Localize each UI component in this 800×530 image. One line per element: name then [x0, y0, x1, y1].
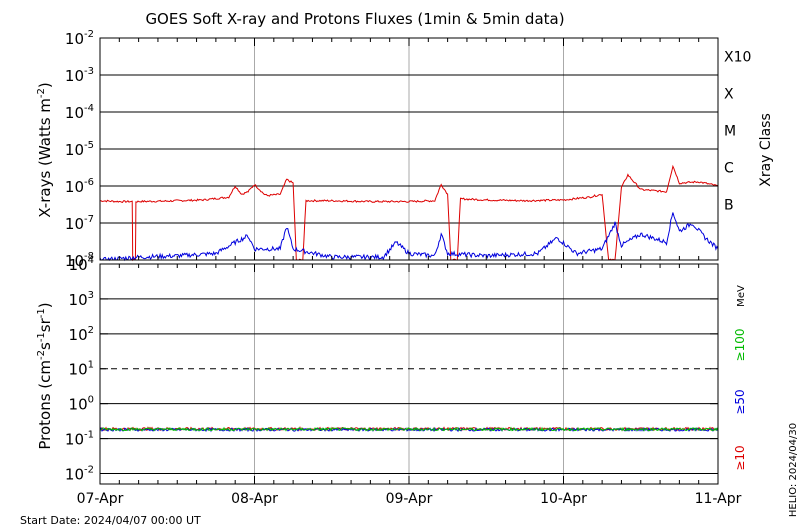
proton-y-axis-label: Protons (cm-2s-1sr-1) — [36, 302, 54, 449]
proton-y-tick-label: 103 — [69, 290, 94, 309]
energy-channel-labels: ≥100 ≥50 ≥10 — [733, 329, 747, 471]
chart-title: GOES Soft X-ray and Protons Fluxes (1min… — [145, 10, 564, 28]
xray-class-label: X — [724, 87, 734, 103]
x-tick-label: 11-Apr — [695, 491, 742, 507]
x-tick-label: 07-Apr — [77, 491, 124, 507]
x-tick-label: 10-Apr — [540, 491, 587, 507]
proton-y-tick-label: 10-2 — [65, 464, 94, 483]
energy-channel-label: ≥10 — [733, 445, 747, 470]
xray-y-tick-label: 10-3 — [65, 66, 94, 85]
xray-class-axis-label: Xray Class — [758, 113, 774, 187]
proton-y-tick-label: 10-1 — [65, 430, 94, 449]
xray-grid — [100, 38, 718, 260]
xray-y-axis-label: X-rays (Watts m-2) — [36, 82, 54, 217]
proton-y-tick-label: 101 — [69, 360, 94, 379]
xray-class-labels: B C M X X10 — [724, 50, 751, 214]
energy-channel-label: ≥100 — [733, 329, 747, 362]
proton-grid — [100, 264, 718, 484]
xray-frame — [99, 37, 719, 261]
proton-y-ticks: 10-2 10-1 100 101 102 103 104 — [65, 255, 718, 483]
helio-date: HELIO: 2024/04/30 — [788, 423, 799, 517]
proton-y-tick-label: 100 — [69, 395, 94, 414]
xray-y-tick-label: 10-4 — [65, 103, 94, 122]
proton-series-line — [99, 426, 719, 432]
xray-y-tick-label: 10-6 — [65, 177, 94, 196]
xray-class-label: C — [724, 161, 734, 177]
xray-y-tick-label: 10-7 — [65, 214, 94, 233]
proton-y-tick-label: 104 — [69, 255, 94, 274]
xray-y-tick-label: 10-8 — [65, 251, 94, 270]
xray-class-label: X10 — [724, 50, 751, 66]
x-tick-label: 09-Apr — [386, 491, 433, 507]
x-axis-ticks: 07-Apr 08-Apr 09-Apr 10-Apr 11-Apr — [77, 38, 742, 507]
proton-frame — [99, 263, 719, 485]
xray-y-tick-label: 10-2 — [65, 29, 94, 48]
xray-y-tick-label: 10-5 — [65, 140, 94, 159]
proton-plot-area — [99, 426, 719, 433]
start-date: Start Date: 2024/04/07 00:00 UT — [20, 514, 201, 527]
energy-channel-label: ≥50 — [733, 389, 747, 414]
xray-class-label: B — [724, 198, 734, 214]
mev-label: MeV — [736, 285, 747, 307]
proton-y-tick-label: 102 — [69, 325, 94, 344]
xray-class-label: M — [724, 124, 736, 140]
x-tick-label: 08-Apr — [231, 491, 278, 507]
